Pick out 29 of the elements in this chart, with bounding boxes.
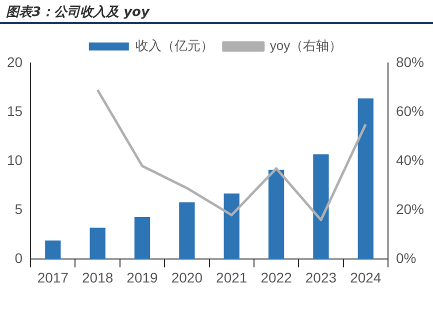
- x-tick-label: 2017: [37, 269, 69, 286]
- x-tick-label: 2022: [260, 269, 292, 286]
- y-tick-label: 15: [6, 102, 23, 119]
- bar: [268, 170, 284, 260]
- bar: [45, 240, 61, 260]
- y-tick-label: 0: [14, 250, 23, 266]
- bar: [134, 217, 150, 260]
- x-tick-label: 2020: [171, 269, 203, 286]
- y2-tick-label: 60%: [396, 102, 424, 119]
- x-tick-label: 2018: [82, 269, 114, 286]
- bar: [224, 193, 240, 260]
- legend-label: 收入（亿元）: [135, 38, 214, 54]
- y-tick-label: 10: [6, 152, 23, 168]
- bar: [358, 98, 374, 260]
- y2-tick-label: 80%: [396, 54, 424, 70]
- y2-tick-label: 40%: [396, 152, 424, 168]
- bar: [179, 202, 195, 260]
- y2-tick-label: 20%: [396, 201, 424, 218]
- bar: [313, 154, 329, 260]
- y-tick-label: 5: [14, 201, 23, 218]
- x-tick-label: 2019: [126, 269, 158, 286]
- y-tick-label: 20: [6, 54, 23, 70]
- legend-label: yoy（右轴）: [270, 38, 342, 54]
- y2-tick-label: 0%: [396, 250, 416, 266]
- x-tick-label: 2023: [305, 269, 337, 286]
- x-tick-label: 2024: [350, 269, 382, 286]
- chart-title: 图表3：公司收入及 yoy: [6, 4, 150, 21]
- x-tick-label: 2021: [216, 269, 248, 286]
- bar: [90, 228, 106, 260]
